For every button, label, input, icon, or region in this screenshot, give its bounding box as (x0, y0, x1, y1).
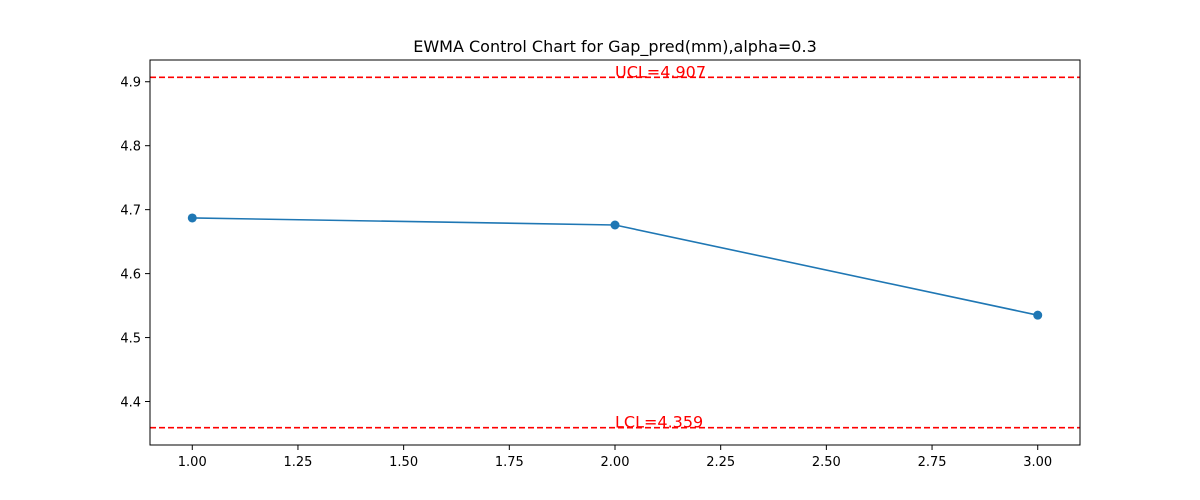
x-tick-label: 2.75 (918, 455, 947, 470)
control-limit-label: UCL=4.907 (615, 62, 706, 81)
y-tick-label: 4.8 (120, 140, 141, 155)
x-tick-label: 1.75 (495, 455, 524, 470)
control-limits: UCL=4.907 LCL=4.359 (150, 62, 1080, 432)
chart-title: EWMA Control Chart for Gap_pred(mm),alph… (413, 37, 817, 57)
series-layer (187, 213, 1043, 320)
x-tick-label: 2.50 (812, 455, 841, 470)
series-line (192, 217, 1038, 316)
x-tick-label: 1.50 (389, 455, 418, 470)
tick-labels: 1.00 1.25 1.50 1.75 2.00 2.25 2.50 2.75 3.00 4.4 4… (120, 76, 1052, 470)
y-tick-label: 4.9 (120, 76, 141, 91)
x-tick-label: 3.00 (1023, 455, 1052, 470)
data-point (610, 220, 620, 230)
y-tick-label: 4.7 (120, 204, 141, 219)
data-point (1033, 310, 1043, 320)
x-tick-label: 2.25 (706, 455, 735, 470)
plot-frame (149, 59, 1081, 446)
y-tick-label: 4.4 (120, 396, 141, 411)
control-limit-label: LCL=4.359 (615, 413, 703, 432)
x-tick-label: 1.25 (283, 455, 312, 470)
x-tick-label: 2.00 (601, 455, 630, 470)
x-tick-label: 1.00 (178, 455, 207, 470)
y-tick-label: 4.5 (120, 332, 141, 347)
data-point (187, 213, 197, 223)
y-tick-label: 4.6 (120, 268, 141, 283)
axes (149, 59, 1081, 446)
